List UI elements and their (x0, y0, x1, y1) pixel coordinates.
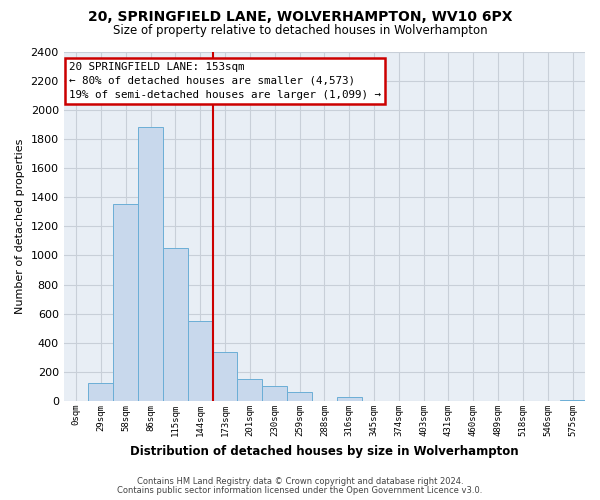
Text: 20 SPRINGFIELD LANE: 153sqm
← 80% of detached houses are smaller (4,573)
19% of : 20 SPRINGFIELD LANE: 153sqm ← 80% of det… (69, 62, 381, 100)
Bar (262, 386, 287, 401)
Bar (337, 397, 362, 401)
X-axis label: Distribution of detached houses by size in Wolverhampton: Distribution of detached houses by size … (130, 444, 518, 458)
Bar (560, 400, 585, 401)
Text: Contains HM Land Registry data © Crown copyright and database right 2024.: Contains HM Land Registry data © Crown c… (137, 477, 463, 486)
Text: Contains public sector information licensed under the Open Government Licence v3: Contains public sector information licen… (118, 486, 482, 495)
Bar (212, 352, 238, 401)
Bar (113, 204, 138, 401)
Text: Size of property relative to detached houses in Wolverhampton: Size of property relative to detached ho… (113, 24, 487, 37)
Bar (238, 378, 262, 401)
Bar (287, 392, 312, 401)
Bar (163, 248, 188, 401)
Bar (138, 128, 163, 401)
Y-axis label: Number of detached properties: Number of detached properties (15, 138, 25, 314)
Text: 20, SPRINGFIELD LANE, WOLVERHAMPTON, WV10 6PX: 20, SPRINGFIELD LANE, WOLVERHAMPTON, WV1… (88, 10, 512, 24)
Bar (88, 383, 113, 401)
Bar (188, 321, 212, 401)
